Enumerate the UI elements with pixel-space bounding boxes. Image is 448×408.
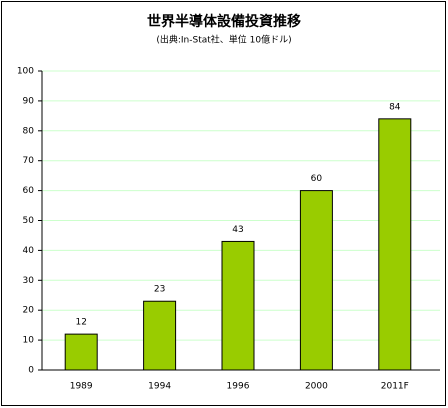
data-label: 23 (154, 285, 165, 295)
bar (299, 190, 333, 371)
y-tick-label: 10 (23, 336, 35, 346)
y-tick-label: 70 (23, 156, 35, 166)
y-tick-label: 50 (23, 216, 35, 226)
data-label: 12 (75, 318, 86, 328)
y-tick-label: 100 (17, 67, 34, 77)
y-tick-label: 80 (23, 126, 35, 136)
x-tick-label: 2011F (381, 382, 409, 392)
x-tick-label: 2000 (305, 382, 328, 392)
chart-subtitle: (出典:In-Stat社、単位 10億ドル) (156, 34, 291, 46)
data-label: 43 (232, 225, 243, 235)
bar (221, 240, 255, 371)
y-tick-label: 30 (23, 276, 35, 286)
y-tick-label: 60 (23, 186, 35, 196)
data-label: 84 (389, 102, 401, 112)
bar (143, 300, 177, 371)
data-label: 60 (311, 174, 323, 184)
chart-title: 世界半導体設備投資推移 (147, 13, 301, 30)
x-tick-label: 1994 (148, 382, 171, 392)
bar (378, 118, 412, 371)
y-tick-label: 0 (28, 366, 34, 376)
x-tick-label: 1996 (227, 382, 250, 392)
y-tick-label: 40 (23, 246, 35, 256)
x-tick-label: 1989 (70, 382, 93, 392)
bar (64, 333, 98, 371)
y-tick-label: 90 (23, 96, 35, 106)
y-tick-label: 20 (23, 306, 35, 316)
